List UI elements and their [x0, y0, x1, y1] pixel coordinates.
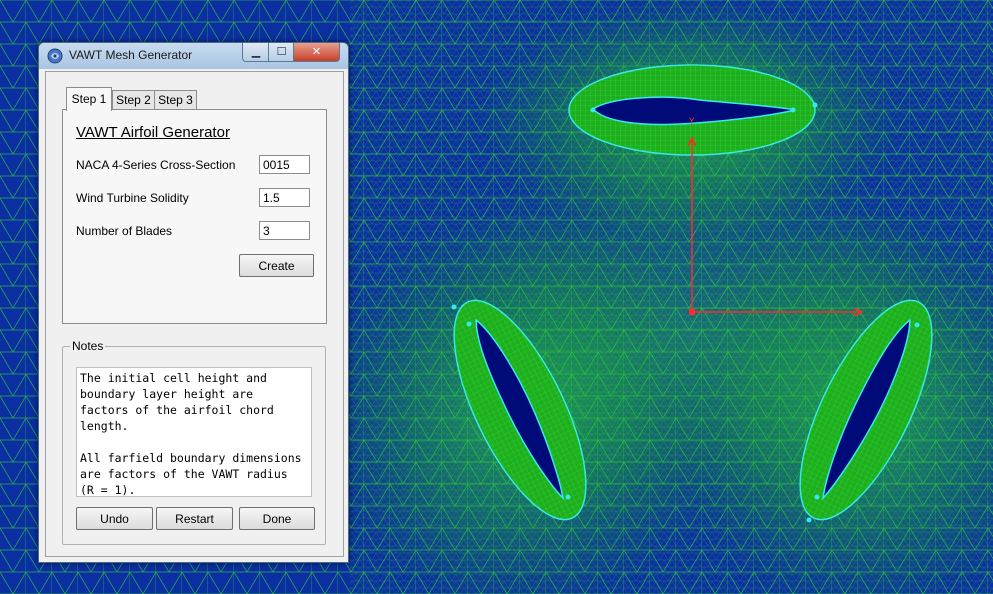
boundary-point — [812, 102, 818, 108]
solidity-input[interactable] — [259, 188, 310, 207]
tab-step-2[interactable]: Step 2 — [112, 90, 155, 110]
create-button[interactable]: Create — [239, 254, 314, 277]
minimize-button[interactable]: ▁ — [242, 43, 270, 62]
y-axis-label: Y — [688, 117, 695, 127]
undo-button[interactable]: Undo — [76, 507, 153, 530]
notes-label: Notes — [70, 339, 106, 353]
y-axis-arrow — [687, 136, 697, 147]
window-title: VAWT Mesh Generator — [69, 48, 193, 62]
boundary-point — [451, 304, 457, 310]
coordinate-axes: Y — [687, 117, 864, 317]
window-client-area: Step 1 Step 2 Step 3 VAWT Airfoil Genera… — [45, 71, 344, 557]
blade-top[interactable] — [568, 64, 818, 156]
blade-right[interactable] — [774, 283, 958, 537]
blade-left[interactable] — [428, 283, 612, 537]
done-button[interactable]: Done — [239, 507, 315, 530]
tab-step-1[interactable]: Step 1 — [66, 87, 112, 111]
naca-label: NACA 4-Series Cross-Section — [76, 158, 236, 172]
leading-edge-point — [914, 322, 920, 328]
mesh-generator-window[interactable]: VAWT Mesh Generator ▁ ☐ ✕ Step 1 Step 2 … — [38, 42, 349, 563]
trailing-edge-point — [565, 494, 571, 500]
blade-count-label: Number of Blades — [76, 224, 173, 238]
close-button[interactable]: ✕ — [293, 43, 340, 62]
blade-count-input[interactable] — [259, 221, 310, 240]
airfoil-right — [821, 318, 911, 501]
minimize-icon: ▁ — [251, 45, 261, 58]
notes-paragraph-1: The initial cell height and boundary lay… — [80, 371, 274, 433]
app-icon — [47, 48, 63, 64]
notes-paragraph-2: All farfield boundary dimensions are fac… — [80, 451, 302, 497]
trailing-edge-point — [814, 494, 820, 500]
solidity-label: Wind Turbine Solidity — [76, 191, 189, 205]
airfoil-left — [475, 318, 565, 501]
title-bar[interactable]: VAWT Mesh Generator ▁ ☐ ✕ — [39, 43, 348, 69]
restart-button[interactable]: Restart — [156, 507, 233, 530]
maximize-button[interactable]: ☐ — [268, 43, 295, 62]
panel-title: VAWT Airfoil Generator — [76, 124, 230, 141]
naca-input[interactable] — [259, 155, 310, 174]
x-axis-arrow — [853, 307, 864, 317]
maximize-icon: ☐ — [276, 45, 287, 58]
trailing-edge-point — [790, 107, 796, 113]
tab-step-3[interactable]: Step 3 — [154, 90, 197, 110]
leading-edge-point — [466, 321, 472, 327]
notes-group: Notes The initial cell height and bounda… — [62, 339, 326, 545]
boundary-point — [806, 517, 812, 523]
leading-edge-point — [590, 107, 596, 113]
notes-textbox[interactable]: The initial cell height and boundary lay… — [76, 367, 312, 497]
origin-marker — [689, 309, 695, 315]
step-1-panel: VAWT Airfoil Generator NACA 4-Series Cro… — [62, 109, 327, 324]
close-icon: ✕ — [311, 45, 322, 58]
